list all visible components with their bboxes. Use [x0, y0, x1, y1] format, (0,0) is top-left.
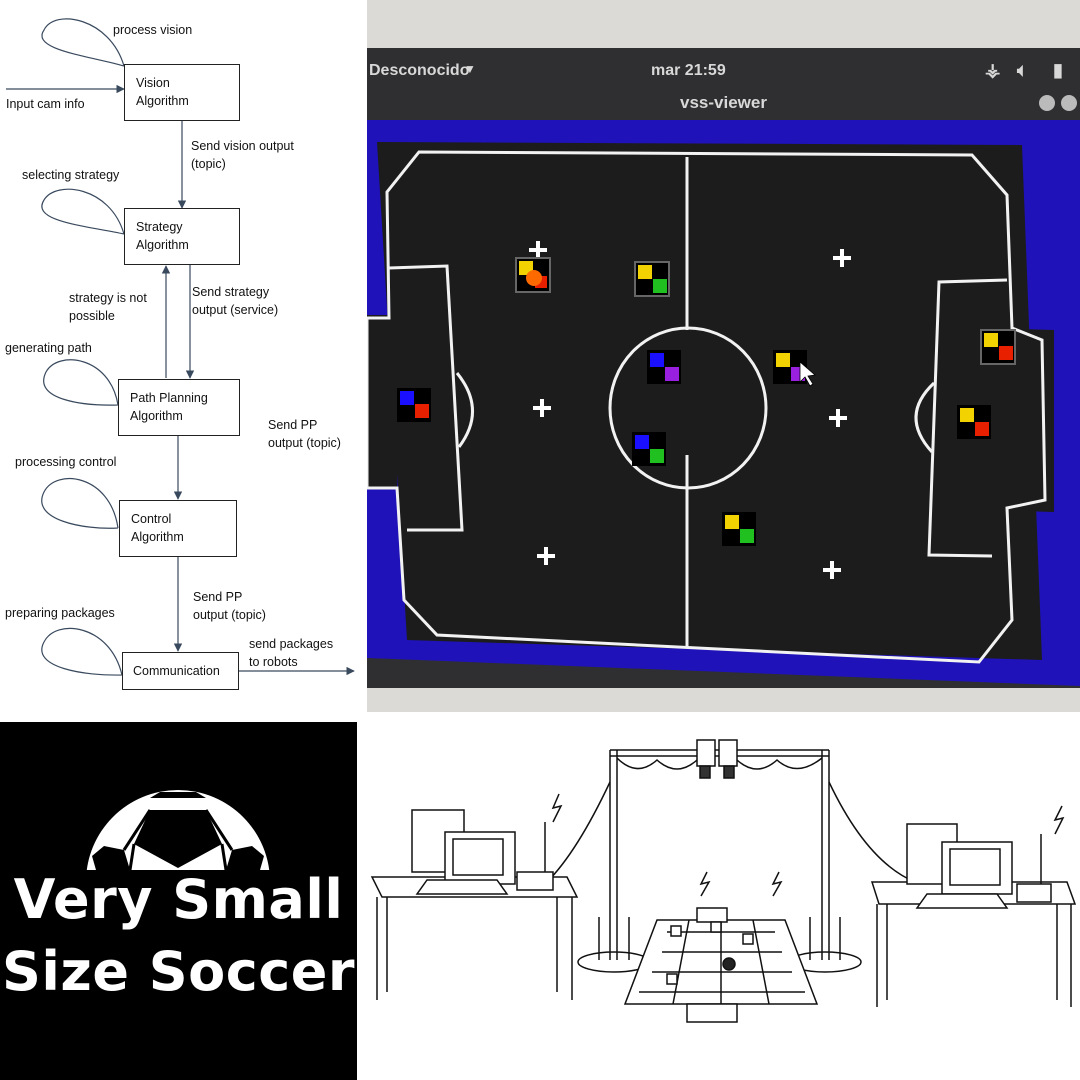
field-marks — [529, 241, 851, 579]
vision-loop-arrow — [41, 18, 125, 67]
control-loop-arrow — [41, 478, 119, 529]
loop-label-strategy: selecting strategy — [22, 168, 120, 182]
battery-icon[interactable]: ▮ — [1053, 60, 1063, 80]
minimize-button[interactable] — [1039, 95, 1055, 111]
loop-label-comm: preparing packages — [5, 606, 115, 620]
architecture-flowchart: Vision Algorithm Strategy Algorithm Path… — [0, 0, 358, 712]
mouse-cursor-icon — [799, 361, 816, 387]
maximize-button[interactable] — [1061, 95, 1077, 111]
edge-label-vision-out: Send vision output (topic) — [191, 139, 294, 171]
edge-label-pp-out-1: Send PP output (topic) — [268, 418, 341, 450]
control-algorithm-box: Control Algorithm — [119, 500, 237, 557]
comm-loop-arrow — [41, 627, 123, 676]
chevron-down-icon[interactable]: ▼ — [464, 62, 476, 76]
edge-label-input: Input cam info — [6, 97, 85, 111]
clock[interactable]: mar 21:59 — [651, 62, 726, 79]
strategy-algorithm-box: Strategy Algorithm — [124, 208, 240, 265]
brand-title-line1: Very Small — [13, 868, 344, 931]
volume-icon[interactable]: 🔈︎ — [1017, 60, 1028, 80]
brand-title-line2: Size Soccer — [1, 940, 356, 1003]
vision-algorithm-box: Vision Algorithm — [124, 64, 240, 121]
loop-label-vision: process vision — [113, 23, 193, 37]
edge-label-not-possible: strategy is not possible — [69, 291, 147, 323]
path-loop-arrow — [43, 359, 119, 406]
communication-box: Communication — [122, 652, 239, 690]
brand-panel: Very Small Size Soccer — [0, 722, 357, 1080]
path-planning-box: Path Planning Algorithm — [118, 379, 240, 436]
soccer-ball-icon — [86, 790, 270, 870]
edge-label-strategy-out: Send strategy output (service) — [192, 285, 279, 317]
vss-viewer-photo: Desconocido ▼ mar 21:59 ⚶ 🔈︎ ▮ vss-viewe… — [367, 0, 1080, 712]
activities-menu[interactable]: Desconocido — [369, 62, 470, 79]
edge-label-pp-out-2: Send PP output (topic) — [193, 590, 266, 622]
edge-label-packages: send packages to robots — [249, 637, 334, 669]
strategy-loop-arrow — [41, 188, 125, 235]
setup-drawing — [370, 739, 1077, 1023]
loop-label-path: generating path — [5, 341, 92, 355]
flowchart-connectors — [6, 18, 355, 676]
network-icon[interactable]: ⚶ — [985, 60, 1001, 80]
loop-label-control: processing control — [15, 455, 117, 469]
window-title: vss-viewer — [680, 93, 767, 112]
soccer-field — [367, 120, 1080, 686]
setup-illustration — [367, 722, 1080, 1080]
robots — [397, 257, 1016, 546]
gnome-topbar: Desconocido ▼ mar 21:59 ⚶ 🔈︎ ▮ — [367, 50, 1080, 92]
